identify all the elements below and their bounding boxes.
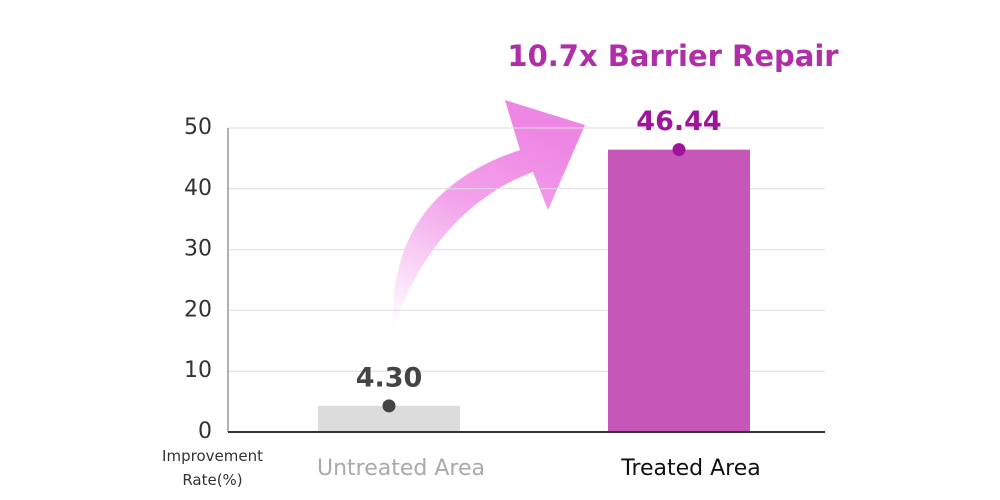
x-tick-label: Treated Area [620,456,761,481]
arrow [392,100,585,328]
y-tick-label: 20 [184,297,212,322]
y-tick-label: 0 [198,419,212,444]
bar [608,149,750,432]
chart-title: 10.7x Barrier Repair [507,39,839,73]
y-tick-label: 30 [184,237,212,262]
value-label: 4.30 [356,362,423,393]
bar-dot [672,143,686,157]
bar-dot [382,399,396,413]
y-axis-label: Improvement Rate(%) [162,447,263,489]
value-label: 46.44 [636,106,721,137]
y-tick-label: 50 [184,115,212,140]
x-tick-label: Untreated Area [317,456,485,481]
y-tick-label: 10 [184,358,212,383]
y-tick-label: 40 [184,176,212,201]
